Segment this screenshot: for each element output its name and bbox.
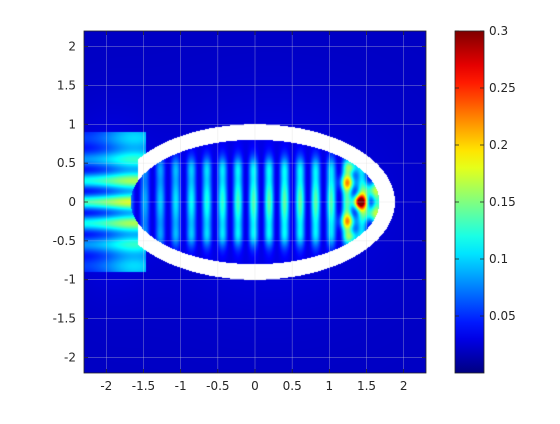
colorbar-tick-label: 0.3 [489,24,508,38]
x-tick-label: -1 [175,379,187,393]
y-tick-label: -1.5 [53,312,76,326]
y-tick-label: 0 [68,195,76,209]
colorbar-tick-label: 0.25 [489,81,516,95]
colorbar-tick-label: 0.15 [489,195,516,209]
y-tick-label: 1.5 [57,78,76,92]
x-tick-label: -2 [100,379,112,393]
x-tick-label: -1.5 [132,379,155,393]
axes: -2 -1.5 -1 -0.5 0 0.5 1 1.5 2 2 1.5 1 0.5 0 -0.5 -1 -1.5… [53,30,427,393]
x-tick-label: 0.5 [283,379,302,393]
colorbar-gradient [455,31,484,373]
y-tick-label: 2 [68,40,76,54]
x-tick-label: 2 [400,379,408,393]
y-tick-label: -0.5 [53,234,76,248]
y-tick-label: 0.5 [57,156,76,170]
colorbar-tick-label: 0.2 [489,138,508,152]
x-tick-label: 1 [326,379,334,393]
y-tick-label: -1 [64,273,76,287]
colorbar-tick-label: 0.05 [489,309,516,323]
y-tick-label: -2 [64,350,76,364]
x-tick-label: 1.5 [357,379,376,393]
x-tick-label: 0 [251,379,259,393]
y-tick-label: 1 [68,117,76,131]
colorbar: 0.3 0.25 0.2 0.15 0.1 0.05 [454,24,516,374]
grid-lines [84,31,426,373]
colorbar-tick-label: 0.1 [489,252,508,266]
x-tick-label: -0.5 [206,379,229,393]
